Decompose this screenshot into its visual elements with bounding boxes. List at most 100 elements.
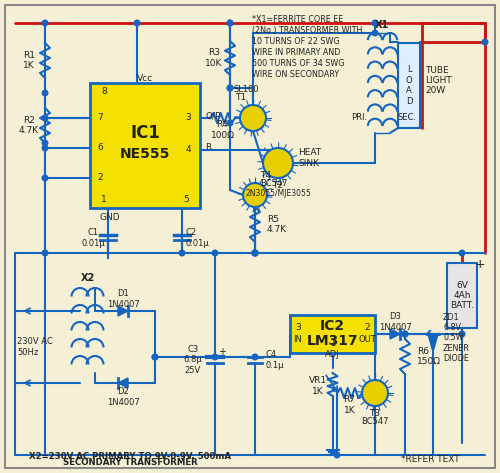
Text: 2: 2 <box>97 174 103 183</box>
Circle shape <box>134 20 140 26</box>
Text: O/P: O/P <box>205 112 220 121</box>
Text: +: + <box>218 347 226 357</box>
Text: 2N3055/MJE3055: 2N3055/MJE3055 <box>245 189 311 198</box>
Text: IC1: IC1 <box>130 124 160 142</box>
Circle shape <box>459 250 465 256</box>
Circle shape <box>459 331 465 337</box>
Text: R4
100Ω: R4 100Ω <box>210 120 234 140</box>
Text: SL100: SL100 <box>233 86 258 95</box>
Circle shape <box>402 331 408 337</box>
Circle shape <box>482 39 488 45</box>
Text: T1: T1 <box>235 94 246 103</box>
Text: X2=230V AC PRIMARY TO 9V-0-9V, 500mA: X2=230V AC PRIMARY TO 9V-0-9V, 500mA <box>29 452 231 461</box>
Circle shape <box>263 148 293 178</box>
Circle shape <box>362 380 388 406</box>
Circle shape <box>42 175 48 181</box>
Text: IN: IN <box>294 334 302 343</box>
Text: GND: GND <box>100 213 120 222</box>
Text: OUT: OUT <box>358 334 376 343</box>
Text: LM317: LM317 <box>306 334 358 348</box>
Text: PRI.: PRI. <box>351 114 367 123</box>
Circle shape <box>227 20 233 26</box>
Circle shape <box>252 354 258 360</box>
Circle shape <box>42 90 48 96</box>
Text: 3: 3 <box>295 324 301 333</box>
Text: R7
1K: R7 1K <box>344 395 355 415</box>
Circle shape <box>212 250 218 256</box>
Circle shape <box>227 20 233 26</box>
Text: R2
4.7K: R2 4.7K <box>19 116 39 135</box>
Circle shape <box>252 250 258 256</box>
Text: L
O
A
D: L O A D <box>406 65 412 105</box>
Text: *REFER TEXT: *REFER TEXT <box>400 455 460 464</box>
Circle shape <box>179 250 185 256</box>
Text: BC547: BC547 <box>260 179 287 189</box>
Text: 1
ADJ: 1 ADJ <box>325 339 340 359</box>
Circle shape <box>227 85 233 91</box>
Text: BC547: BC547 <box>361 417 389 426</box>
Text: R5
4.7K: R5 4.7K <box>267 215 287 234</box>
Text: ZD1
6.8V,
0.5W
ZENER
DIODE: ZD1 6.8V, 0.5W ZENER DIODE <box>443 313 470 363</box>
Text: R6
150Ω: R6 150Ω <box>417 347 441 366</box>
Text: R3
10K: R3 10K <box>206 48 222 68</box>
Circle shape <box>243 183 267 207</box>
Bar <box>447 263 477 328</box>
Circle shape <box>212 354 218 360</box>
Text: 1: 1 <box>101 195 107 204</box>
Text: D3
1N4007: D3 1N4007 <box>378 312 412 332</box>
Text: D2
1N4007: D2 1N4007 <box>106 387 140 407</box>
Text: T2: T2 <box>272 181 283 190</box>
Text: NE555: NE555 <box>120 147 170 160</box>
Text: C4
0.1µ: C4 0.1µ <box>265 350 283 370</box>
Circle shape <box>227 120 233 126</box>
Circle shape <box>372 30 378 36</box>
Text: C1
0.01µ: C1 0.01µ <box>81 228 105 248</box>
Text: SECONDARY TRANSFORMER: SECONDARY TRANSFORMER <box>62 458 198 467</box>
Text: 6: 6 <box>97 143 103 152</box>
Text: T3: T3 <box>370 409 380 418</box>
Polygon shape <box>428 334 438 352</box>
Circle shape <box>334 452 340 458</box>
Text: 8: 8 <box>101 87 107 96</box>
Circle shape <box>240 105 266 131</box>
Text: C3
6.8µ
25V: C3 6.8µ 25V <box>184 345 203 375</box>
Circle shape <box>42 145 48 151</box>
Circle shape <box>42 250 48 256</box>
Text: T4: T4 <box>260 170 271 179</box>
Text: C2
0.01µ: C2 0.01µ <box>185 228 209 248</box>
Circle shape <box>402 331 408 337</box>
Text: 230V AC
50Hz: 230V AC 50Hz <box>17 337 53 357</box>
Text: 4: 4 <box>185 146 191 155</box>
Text: 5: 5 <box>183 195 189 204</box>
Text: 3: 3 <box>185 114 191 123</box>
Polygon shape <box>118 378 128 388</box>
Polygon shape <box>118 306 128 316</box>
Circle shape <box>252 250 258 256</box>
Text: HEAT
SINK: HEAT SINK <box>298 149 321 168</box>
Text: X2: X2 <box>81 273 95 283</box>
Text: 6V
4Ah
BATT.: 6V 4Ah BATT. <box>450 280 474 310</box>
Circle shape <box>252 250 258 256</box>
Text: *X1=FERRITE CORE EE
(2No.) TRANSFORMER WITH
10 TURNS OF 22 SWG
WIRE IN PRIMARY A: *X1=FERRITE CORE EE (2No.) TRANSFORMER W… <box>252 15 362 79</box>
Bar <box>398 43 420 128</box>
Text: 2: 2 <box>364 324 370 333</box>
Circle shape <box>152 354 158 360</box>
Circle shape <box>252 250 258 256</box>
Text: X1: X1 <box>375 20 389 30</box>
Text: TUBE
LIGHT
20W: TUBE LIGHT 20W <box>425 66 452 96</box>
Circle shape <box>42 20 48 26</box>
Text: R1
1K: R1 1K <box>23 51 35 70</box>
Circle shape <box>372 20 378 26</box>
Polygon shape <box>390 329 400 339</box>
Text: R: R <box>205 143 211 152</box>
Circle shape <box>42 115 48 121</box>
Circle shape <box>227 85 233 91</box>
Text: IC2: IC2 <box>320 319 345 333</box>
Text: VR1
1K: VR1 1K <box>308 377 326 396</box>
FancyBboxPatch shape <box>290 315 375 353</box>
Text: Vcc: Vcc <box>137 75 153 84</box>
Text: +: + <box>474 259 486 272</box>
Text: D1
1N4007: D1 1N4007 <box>106 289 140 309</box>
Circle shape <box>42 140 48 146</box>
Text: 7: 7 <box>97 114 103 123</box>
